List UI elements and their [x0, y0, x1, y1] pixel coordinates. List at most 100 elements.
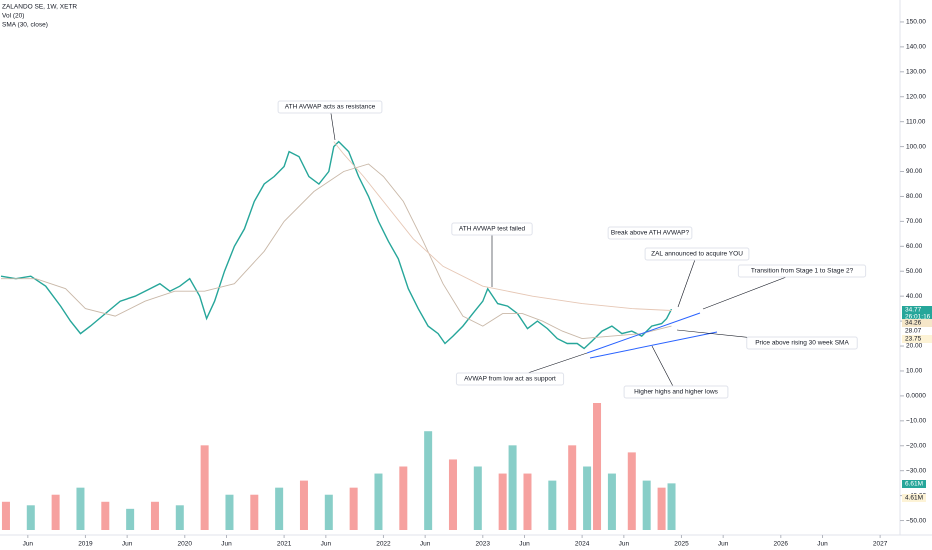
x-tick-label: Jun	[221, 541, 232, 548]
price-label: 34.26	[905, 320, 922, 327]
annotation: ZAL announced to acquire YOU	[651, 251, 743, 258]
volume-bar	[548, 480, 557, 530]
annotation: Price above rising 30 week SMA	[755, 340, 849, 347]
volume-label: 6.61M	[905, 481, 923, 488]
chart-title: ZALANDO SE, 1W, XETR	[2, 4, 77, 11]
volume-bar	[508, 445, 517, 530]
y-tick-label: 40.00	[906, 293, 923, 300]
annotation: Higher highs and higher lows	[634, 389, 719, 396]
volume-bar	[593, 403, 602, 530]
price-label-box	[902, 319, 932, 327]
annotation-box	[277, 100, 383, 114]
x-tick-label: Jun	[718, 541, 729, 548]
price-label-box	[902, 327, 932, 335]
annotation: ATH AVWAP test failed	[459, 226, 526, 233]
annotation: AVWAP from low act as support	[464, 376, 556, 383]
annotation-box	[455, 372, 565, 386]
y-tick-label: 90.00	[906, 168, 923, 175]
y-tick-label: 100.00	[906, 143, 926, 150]
annotation: ATH AVWAP acts as resistance	[285, 104, 376, 111]
y-tick-label: 110.00	[906, 118, 926, 125]
price-label-box	[902, 306, 932, 314]
annotation-box	[607, 226, 693, 240]
x-tick-label: Jun	[420, 541, 431, 548]
volume-label-box	[902, 494, 926, 502]
y-tick-label: −20.00	[906, 442, 926, 449]
indicator-label: Vol (20)	[2, 13, 24, 20]
volume-bar	[200, 445, 209, 530]
price-label: 23.75	[905, 336, 922, 343]
y-tick-label: 130.00	[906, 69, 926, 76]
volume-bar	[473, 466, 482, 530]
volume-bar	[568, 445, 577, 530]
x-tick-label: Jun	[817, 541, 828, 548]
y-tick-label: 10.00	[906, 368, 923, 375]
price-label: 26:01:16	[905, 314, 931, 321]
indicator-label: SMA (30, close)	[2, 22, 48, 29]
volume-bar	[126, 508, 135, 530]
y-tick-label: 20.00	[906, 343, 923, 350]
volume-bar	[583, 466, 592, 530]
annotation-box	[737, 264, 867, 278]
volume-bar	[667, 483, 676, 530]
y-tick-label: 50.00	[906, 268, 923, 275]
x-tick-label: 2025	[674, 541, 689, 548]
y-tick-label: 140.00	[906, 44, 926, 51]
volume-bar	[299, 480, 308, 530]
x-tick-label: 2022	[376, 541, 391, 548]
volume-bar	[642, 480, 651, 530]
volume-label: 4.61M	[905, 495, 923, 502]
y-tick-label: 80.00	[906, 193, 923, 200]
channel-line	[586, 312, 701, 354]
price-label-box	[902, 335, 932, 343]
y-tick-label: 150.00	[906, 19, 926, 26]
x-tick-label: 2020	[178, 541, 193, 548]
volume-bar	[150, 501, 159, 530]
x-tick-label: 2023	[476, 541, 491, 548]
volume-bar	[607, 473, 616, 530]
plot	[0, 140, 676, 530]
price-label: 28.07	[905, 328, 922, 335]
volume-bar	[424, 431, 433, 530]
series-line	[1, 163, 672, 340]
x-tick-label: 2019	[78, 541, 93, 548]
volume-label-box	[902, 480, 926, 488]
annotation-line	[651, 345, 677, 393]
annotation: Transition from Stage 1 to Stage 2?	[751, 268, 854, 275]
volume-bar	[51, 494, 60, 530]
y-tick-label: −10.00	[906, 418, 926, 425]
volume-bar	[498, 473, 507, 530]
y-tick-label: −30.00	[906, 467, 926, 474]
x-tick-label: 2024	[575, 541, 590, 548]
series-line	[333, 141, 672, 311]
volume-bar	[627, 452, 636, 530]
volume-bar	[349, 487, 358, 530]
annotation-box	[623, 385, 729, 399]
y-tick-label: 70.00	[906, 218, 923, 225]
x-tick-label: Jun	[519, 541, 530, 548]
channel-line	[589, 331, 718, 359]
y-tick-label: −50.00	[906, 517, 926, 524]
volume-bar	[26, 505, 35, 530]
x-tick-label: 2021	[277, 541, 292, 548]
volume-bar	[448, 459, 457, 530]
x-tick-label: Jun	[321, 541, 332, 548]
volume-bar	[1, 501, 10, 530]
annotation-line	[677, 253, 698, 308]
annotation-box	[746, 336, 858, 350]
volume-bar	[250, 494, 259, 530]
volume-bar	[324, 494, 333, 530]
volume-bar	[523, 473, 532, 530]
annotation-box	[451, 222, 533, 236]
price-label-box	[902, 313, 932, 321]
volume-bar	[399, 466, 408, 530]
volume-bar	[101, 501, 110, 530]
volume-bar	[657, 487, 666, 530]
annotation: Break above ATH AVWAP?	[611, 230, 690, 237]
volume-bar	[76, 487, 85, 530]
series-line	[0, 140, 673, 350]
volume-bar	[225, 494, 234, 530]
x-tick-label: Jun	[619, 541, 630, 548]
x-tick-label: 2026	[774, 541, 789, 548]
